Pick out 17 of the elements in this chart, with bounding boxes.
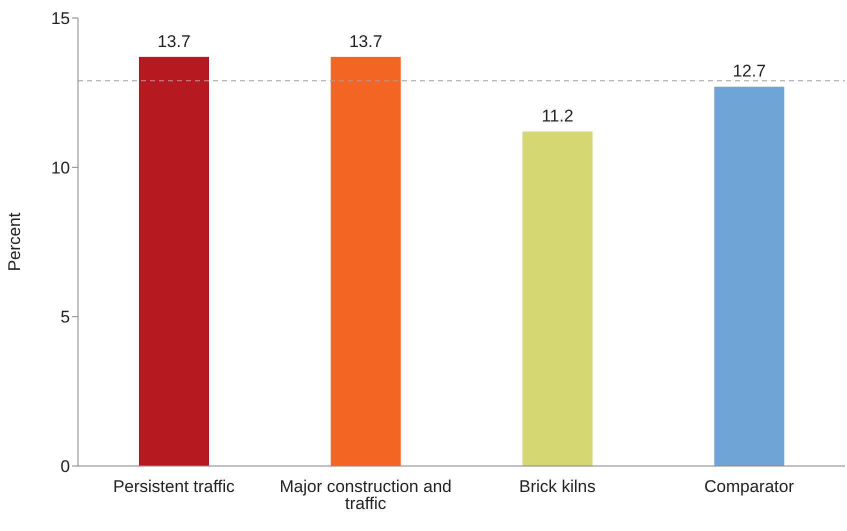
data-label: 13.7: [349, 32, 382, 51]
bar: [139, 56, 209, 466]
x-tick-label: Major construction and traffic: [280, 477, 452, 514]
y-axis-title: Percent: [5, 212, 24, 272]
y-tick-label: 5: [60, 308, 70, 327]
x-tick-label: Persistent traffic: [113, 477, 236, 496]
bar: [330, 56, 401, 466]
bar: [522, 131, 592, 466]
data-label: 12.7: [732, 62, 766, 81]
bar: [714, 86, 784, 466]
y-tick-label: 0: [60, 457, 70, 476]
y-tick-label: 10: [51, 158, 70, 178]
x-tick-label: Brick kilns: [519, 477, 596, 496]
x-tick-label: Comparator: [704, 477, 794, 496]
data-label: 11.2: [542, 106, 574, 126]
data-label: 13.7: [157, 32, 191, 51]
y-tick-label: 15: [51, 9, 70, 28]
